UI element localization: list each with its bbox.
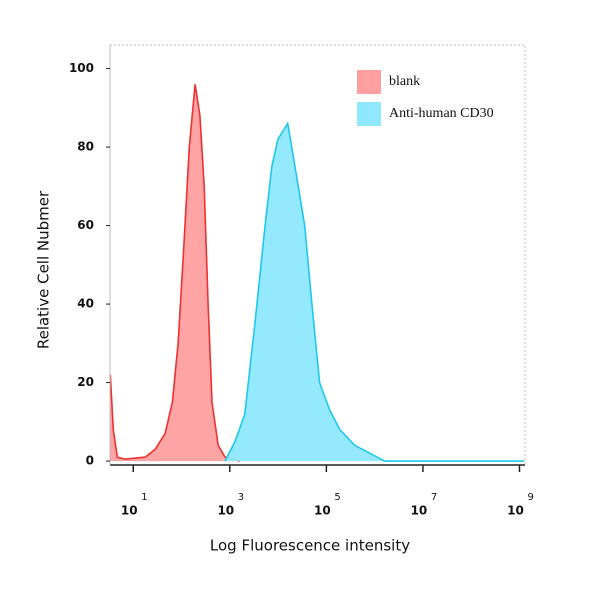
- x-tick-exponent: 7: [431, 492, 437, 503]
- x-tick-exponent: 1: [141, 492, 147, 503]
- x-axis-label: Log Fluorescence intensity: [210, 537, 410, 555]
- y-tick-label: 80: [77, 140, 94, 154]
- legend-swatch: [357, 102, 381, 126]
- x-tick-exponent: 3: [238, 492, 244, 503]
- legend-label: blank: [389, 74, 420, 89]
- x-tick-label: 10: [314, 504, 331, 518]
- y-tick-label: 60: [77, 218, 94, 232]
- y-tick-label: 0: [86, 454, 94, 468]
- line: [109, 84, 241, 462]
- x-tick-label: 10: [217, 504, 234, 518]
- area: [225, 123, 525, 462]
- y-tick-label: 20: [77, 375, 94, 389]
- legend-label: Anti-human CD30: [389, 106, 494, 121]
- legend-swatch: [357, 70, 381, 94]
- y-tick-label: 40: [77, 297, 94, 311]
- x-tick-exponent: 5: [334, 492, 340, 503]
- area: [110, 84, 240, 462]
- x-tick-label: 10: [507, 504, 524, 518]
- x-tick-exponent: 9: [527, 492, 533, 503]
- x-tick-label: 10: [411, 504, 428, 518]
- y-axis-label: Relative Cell Nubmer: [35, 190, 53, 349]
- y-tick-label: 100: [69, 61, 94, 75]
- x-tick-label: 10: [121, 504, 138, 518]
- line: [224, 121, 525, 462]
